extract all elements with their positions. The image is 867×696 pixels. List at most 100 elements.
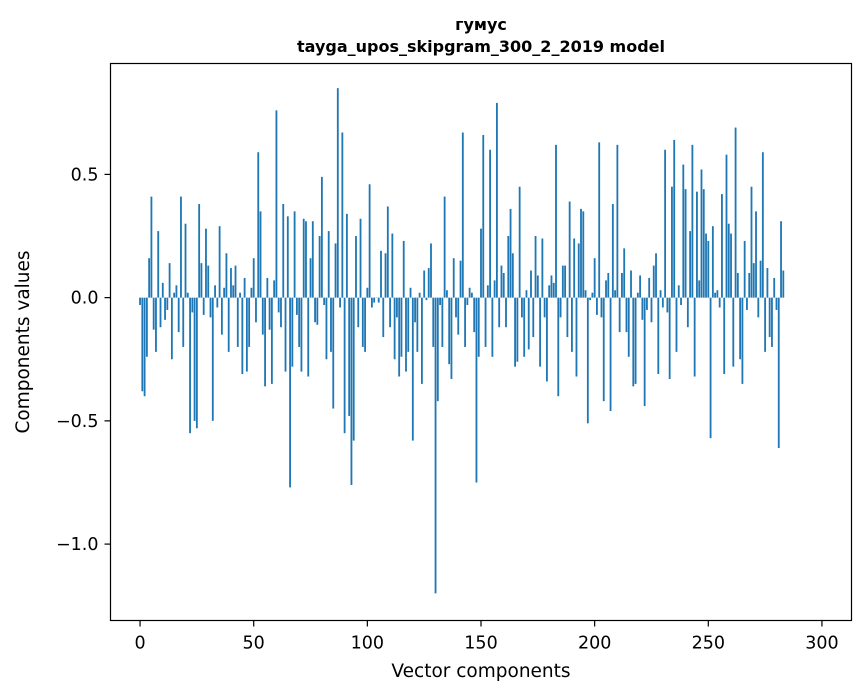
bar [509, 208, 512, 298]
bar [368, 184, 371, 298]
bar [314, 297, 316, 323]
bar [416, 297, 419, 352]
bar [596, 297, 598, 315]
bar [496, 102, 498, 298]
bar [782, 270, 785, 298]
bar [166, 297, 169, 310]
bar [482, 134, 485, 298]
bar [521, 297, 523, 318]
bar [705, 233, 707, 298]
bar [395, 297, 398, 318]
bar [657, 297, 660, 375]
bar [459, 260, 462, 298]
bar [773, 277, 776, 298]
bar [157, 231, 160, 298]
bar [311, 221, 314, 298]
bar [316, 297, 319, 325]
bar [616, 144, 619, 298]
bar [698, 280, 701, 298]
bar [634, 297, 637, 384]
x-axis-ticks: 0 50 100 150 200 250 300 [134, 620, 839, 654]
bar [361, 297, 364, 347]
bar [682, 164, 685, 298]
bar [748, 272, 751, 298]
bar [771, 297, 773, 347]
bar [161, 282, 164, 298]
bar [639, 275, 642, 298]
bar [305, 221, 307, 298]
y-tick-label: −0.5 [56, 412, 99, 432]
bar [502, 272, 505, 298]
bar [164, 297, 166, 320]
chart-subtitle: tayga_upos_skipgram_300_2_2019 model [297, 37, 665, 56]
bar [273, 280, 276, 298]
bar [607, 272, 610, 298]
bar [630, 270, 632, 298]
bar [384, 253, 387, 298]
bar [182, 297, 185, 347]
bar [609, 297, 612, 412]
bar [750, 186, 753, 298]
x-tick-label: 200 [578, 634, 611, 654]
bar [227, 297, 230, 352]
bar [407, 297, 410, 352]
bar [341, 132, 344, 298]
bar [552, 282, 555, 298]
bar [680, 297, 682, 306]
bar [580, 208, 582, 298]
bar [336, 88, 339, 298]
bar [255, 297, 257, 323]
bar [245, 297, 248, 372]
bar [600, 297, 603, 318]
bar [452, 258, 455, 298]
bar [155, 297, 157, 352]
bar [586, 297, 589, 424]
x-tick-label: 150 [464, 634, 497, 654]
bar [339, 297, 341, 308]
y-tick-label: 0.0 [71, 289, 99, 309]
bar [752, 263, 755, 298]
bar [593, 258, 596, 298]
bar [636, 292, 639, 298]
bar [691, 144, 694, 298]
bar [702, 189, 705, 298]
bar [266, 277, 269, 298]
bar [677, 285, 680, 298]
bar [775, 297, 778, 310]
bar [391, 233, 394, 298]
bar [286, 216, 289, 298]
bar [541, 238, 544, 298]
bar [471, 292, 473, 298]
bar [566, 297, 569, 338]
bar [473, 297, 476, 333]
bar [464, 297, 466, 347]
bar [523, 297, 526, 357]
bar [448, 297, 451, 365]
bar [357, 297, 360, 328]
y-tick-label: 0.5 [71, 165, 99, 185]
bar [625, 297, 628, 333]
bar [534, 236, 537, 298]
bar [518, 186, 521, 298]
bar [511, 253, 514, 298]
bar [191, 297, 194, 313]
bar [382, 297, 385, 338]
bar [650, 297, 653, 323]
bar [696, 191, 698, 298]
bar [664, 149, 667, 298]
x-tick-label: 100 [351, 634, 384, 654]
bar [584, 290, 587, 298]
bar [423, 270, 426, 298]
bar [543, 297, 546, 318]
bar [214, 285, 216, 298]
bar [632, 297, 635, 387]
bar [689, 231, 692, 298]
bar [646, 297, 648, 310]
bar [648, 277, 651, 298]
bar [623, 248, 626, 298]
bar [359, 218, 362, 298]
bar [732, 297, 735, 367]
bar [216, 297, 219, 308]
bar [291, 297, 294, 367]
bar [525, 290, 528, 298]
